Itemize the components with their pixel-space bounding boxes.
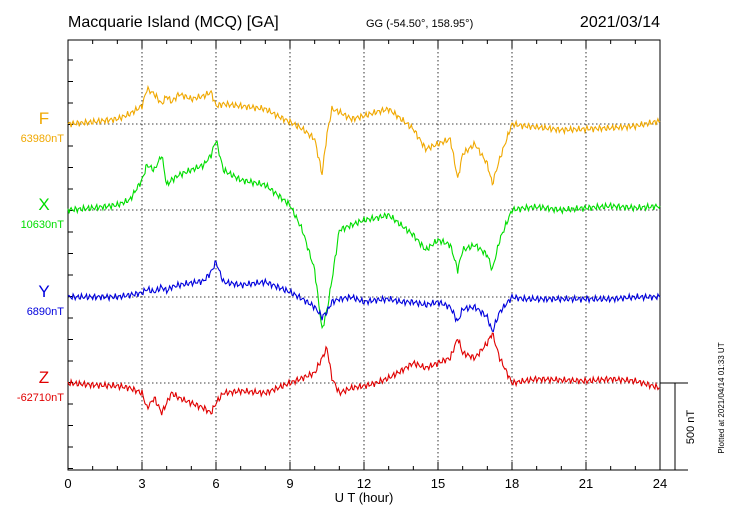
x-tick-label: 24 <box>653 476 667 491</box>
series-baseline-z: -62710nT <box>17 392 64 404</box>
series-labels: F 63980nT X 10630nT Y 6890nT Z -62710nT <box>17 109 64 404</box>
station-coords: GG (-54.50°, 158.95°) <box>366 18 473 30</box>
chart-date: 2021/03/14 <box>580 14 660 31</box>
series-name-f: F <box>39 109 49 128</box>
series-line-y <box>67 260 661 333</box>
x-axis-label: U T (hour) <box>335 490 394 505</box>
scale-bar: 500 nT <box>660 382 697 471</box>
x-tick-label: 9 <box>286 476 293 491</box>
x-tick-label: 21 <box>579 476 593 491</box>
x-tick-label: 6 <box>212 476 219 491</box>
series-name-z: Z <box>39 368 49 387</box>
series-line-f <box>67 84 661 186</box>
series-baseline-y: 6890nT <box>27 306 65 318</box>
x-tick-label: 15 <box>431 476 445 491</box>
series-name-x: X <box>38 195 49 214</box>
x-tick-labels: 0 3 6 9 12 15 18 21 24 <box>64 476 667 491</box>
x-tick-label: 0 <box>64 476 71 491</box>
x-tick-label: 12 <box>357 476 371 491</box>
series-line-x <box>67 140 661 330</box>
x-tick-label: 3 <box>138 476 145 491</box>
station-title: Macquarie Island (MCQ) [GA] <box>68 14 279 31</box>
series-name-y: Y <box>38 282 49 301</box>
series-baseline-f: 63980nT <box>21 133 65 145</box>
series-baseline-x: 10630nT <box>21 219 65 231</box>
axis-ticks <box>67 40 661 470</box>
series-line-z <box>67 332 660 416</box>
scale-bar-label: 500 nT <box>685 410 697 445</box>
x-tick-label: 18 <box>505 476 519 491</box>
series-group <box>67 84 661 416</box>
vertical-gridlines <box>141 40 587 470</box>
plotted-note: Plotted at 2021/04/14 01:33 UT <box>717 342 726 453</box>
